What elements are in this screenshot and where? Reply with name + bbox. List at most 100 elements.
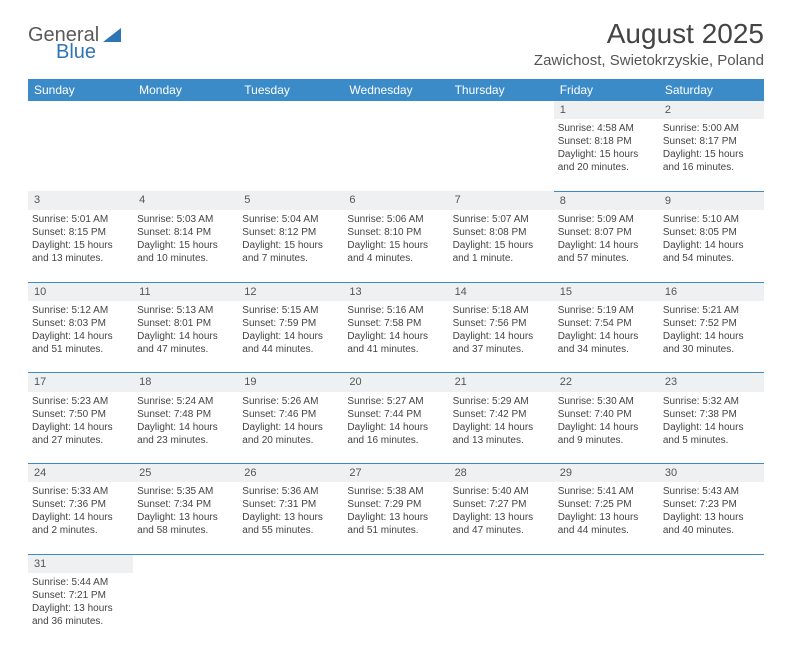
day-data-row: Sunrise: 5:33 AMSunset: 7:36 PM Daylight:… bbox=[28, 482, 764, 554]
day-cell bbox=[449, 573, 554, 645]
sunset-line: Sunset: 8:10 PM bbox=[347, 226, 444, 239]
daylight-line: Daylight: 14 hours and 41 minutes. bbox=[347, 330, 444, 356]
day-number: 18 bbox=[133, 373, 238, 392]
day-cell bbox=[343, 573, 448, 645]
sunset-line: Sunset: 7:25 PM bbox=[558, 498, 655, 511]
day-data-row: Sunrise: 5:01 AMSunset: 8:15 PMDaylight:… bbox=[28, 210, 764, 282]
calendar-table: Sunday Monday Tuesday Wednesday Thursday… bbox=[28, 79, 764, 645]
day-header: Friday bbox=[554, 79, 659, 101]
day-cell bbox=[554, 573, 659, 645]
month-title: August 2025 bbox=[534, 18, 764, 50]
day-number: 27 bbox=[343, 464, 448, 483]
day-number: 19 bbox=[238, 373, 343, 392]
daylight-line: Daylight: 13 hours and 51 minutes. bbox=[347, 511, 444, 537]
day-number: 2 bbox=[659, 101, 764, 119]
day-number: 21 bbox=[449, 373, 554, 392]
daylight-line: Daylight: 14 hours and 54 minutes. bbox=[663, 239, 760, 265]
sunrise-line: Sunrise: 5:24 AM bbox=[137, 395, 234, 408]
daylight-line: Daylight: 14 hours and 57 minutes. bbox=[558, 239, 655, 265]
sunrise-line: Sunrise: 5:26 AM bbox=[242, 395, 339, 408]
day-number: 14 bbox=[449, 282, 554, 301]
sunrise-line: Sunrise: 5:00 AM bbox=[663, 122, 760, 135]
sunrise-line: Sunrise: 5:27 AM bbox=[347, 395, 444, 408]
sunset-line: Sunset: 8:17 PM bbox=[663, 135, 760, 148]
day-number: 29 bbox=[554, 464, 659, 483]
daylight-line: Daylight: 14 hours and 27 minutes. bbox=[32, 421, 129, 447]
daylight-line: Daylight: 13 hours and 40 minutes. bbox=[663, 511, 760, 537]
day-cell: Sunrise: 5:27 AMSunset: 7:44 PMDaylight:… bbox=[343, 392, 448, 464]
sunrise-line: Sunrise: 5:33 AM bbox=[32, 485, 129, 498]
day-cell: Sunrise: 5:40 AMSunset: 7:27 PMDaylight:… bbox=[449, 482, 554, 554]
day-cell: Sunrise: 5:43 AMSunset: 7:23 PMDaylight:… bbox=[659, 482, 764, 554]
daylight-line: Daylight: 15 hours and 7 minutes. bbox=[242, 239, 339, 265]
day-cell bbox=[133, 119, 238, 191]
day-number: 3 bbox=[28, 191, 133, 210]
day-number: 23 bbox=[659, 373, 764, 392]
day-cell bbox=[343, 119, 448, 191]
sail-icon bbox=[103, 28, 121, 42]
day-number bbox=[28, 101, 133, 119]
header: General Blue August 2025 Zawichost, Swie… bbox=[28, 18, 764, 69]
day-number: 30 bbox=[659, 464, 764, 483]
day-number bbox=[343, 554, 448, 573]
day-number: 6 bbox=[343, 191, 448, 210]
day-number: 1 bbox=[554, 101, 659, 119]
daylight-line: Daylight: 14 hours and 16 minutes. bbox=[347, 421, 444, 447]
day-cell: Sunrise: 5:23 AMSunset: 7:50 PMDaylight:… bbox=[28, 392, 133, 464]
title-block: August 2025 Zawichost, Swietokrzyskie, P… bbox=[534, 18, 764, 69]
day-number: 9 bbox=[659, 191, 764, 210]
logo: General Blue bbox=[28, 24, 121, 64]
day-number-row: 24252627282930 bbox=[28, 464, 764, 483]
day-header: Thursday bbox=[449, 79, 554, 101]
day-cell: Sunrise: 5:13 AMSunset: 8:01 PMDaylight:… bbox=[133, 301, 238, 373]
sunset-line: Sunset: 7:36 PM bbox=[32, 498, 129, 511]
day-cell: Sunrise: 5:16 AMSunset: 7:58 PMDaylight:… bbox=[343, 301, 448, 373]
day-cell bbox=[238, 573, 343, 645]
day-cell: Sunrise: 5:06 AMSunset: 8:10 PMDaylight:… bbox=[343, 210, 448, 282]
sunrise-line: Sunrise: 5:36 AM bbox=[242, 485, 339, 498]
day-number: 8 bbox=[554, 191, 659, 210]
day-number bbox=[449, 101, 554, 119]
sunrise-line: Sunrise: 4:58 AM bbox=[558, 122, 655, 135]
sunset-line: Sunset: 7:46 PM bbox=[242, 408, 339, 421]
day-number bbox=[133, 101, 238, 119]
day-number: 22 bbox=[554, 373, 659, 392]
day-number: 10 bbox=[28, 282, 133, 301]
sunrise-line: Sunrise: 5:35 AM bbox=[137, 485, 234, 498]
day-cell: Sunrise: 5:10 AMSunset: 8:05 PMDaylight:… bbox=[659, 210, 764, 282]
daylight-line: Daylight: 15 hours and 10 minutes. bbox=[137, 239, 234, 265]
day-cell bbox=[28, 119, 133, 191]
day-cell: Sunrise: 5:41 AMSunset: 7:25 PMDaylight:… bbox=[554, 482, 659, 554]
day-header: Monday bbox=[133, 79, 238, 101]
sunset-line: Sunset: 8:08 PM bbox=[453, 226, 550, 239]
sunrise-line: Sunrise: 5:10 AM bbox=[663, 213, 760, 226]
daylight-line: Daylight: 13 hours and 55 minutes. bbox=[242, 511, 339, 537]
sunset-line: Sunset: 7:40 PM bbox=[558, 408, 655, 421]
daylight-line: Daylight: 14 hours and 47 minutes. bbox=[137, 330, 234, 356]
daylight-line: Daylight: 14 hours and 34 minutes. bbox=[558, 330, 655, 356]
daylight-line: Daylight: 14 hours and 5 minutes. bbox=[663, 421, 760, 447]
sunset-line: Sunset: 7:21 PM bbox=[32, 589, 129, 602]
daylight-line: Daylight: 14 hours and 30 minutes. bbox=[663, 330, 760, 356]
daylight-line: Daylight: 14 hours and 9 minutes. bbox=[558, 421, 655, 447]
day-cell: Sunrise: 5:33 AMSunset: 7:36 PMDaylight:… bbox=[28, 482, 133, 554]
day-cell: Sunrise: 5:29 AMSunset: 7:42 PMDaylight:… bbox=[449, 392, 554, 464]
day-cell bbox=[238, 119, 343, 191]
day-number-row: 17181920212223 bbox=[28, 373, 764, 392]
sunset-line: Sunset: 7:48 PM bbox=[137, 408, 234, 421]
day-number: 15 bbox=[554, 282, 659, 301]
sunset-line: Sunset: 7:27 PM bbox=[453, 498, 550, 511]
day-data-row: Sunrise: 5:12 AMSunset: 8:03 PMDaylight:… bbox=[28, 301, 764, 373]
daylight-line: Daylight: 14 hours and 23 minutes. bbox=[137, 421, 234, 447]
sunset-line: Sunset: 7:54 PM bbox=[558, 317, 655, 330]
sunrise-line: Sunrise: 5:38 AM bbox=[347, 485, 444, 498]
day-number: 13 bbox=[343, 282, 448, 301]
day-number: 5 bbox=[238, 191, 343, 210]
day-cell: Sunrise: 5:36 AMSunset: 7:31 PMDaylight:… bbox=[238, 482, 343, 554]
sunset-line: Sunset: 8:01 PM bbox=[137, 317, 234, 330]
day-header: Wednesday bbox=[343, 79, 448, 101]
day-number bbox=[238, 554, 343, 573]
sunset-line: Sunset: 7:58 PM bbox=[347, 317, 444, 330]
sunset-line: Sunset: 8:03 PM bbox=[32, 317, 129, 330]
day-number: 4 bbox=[133, 191, 238, 210]
